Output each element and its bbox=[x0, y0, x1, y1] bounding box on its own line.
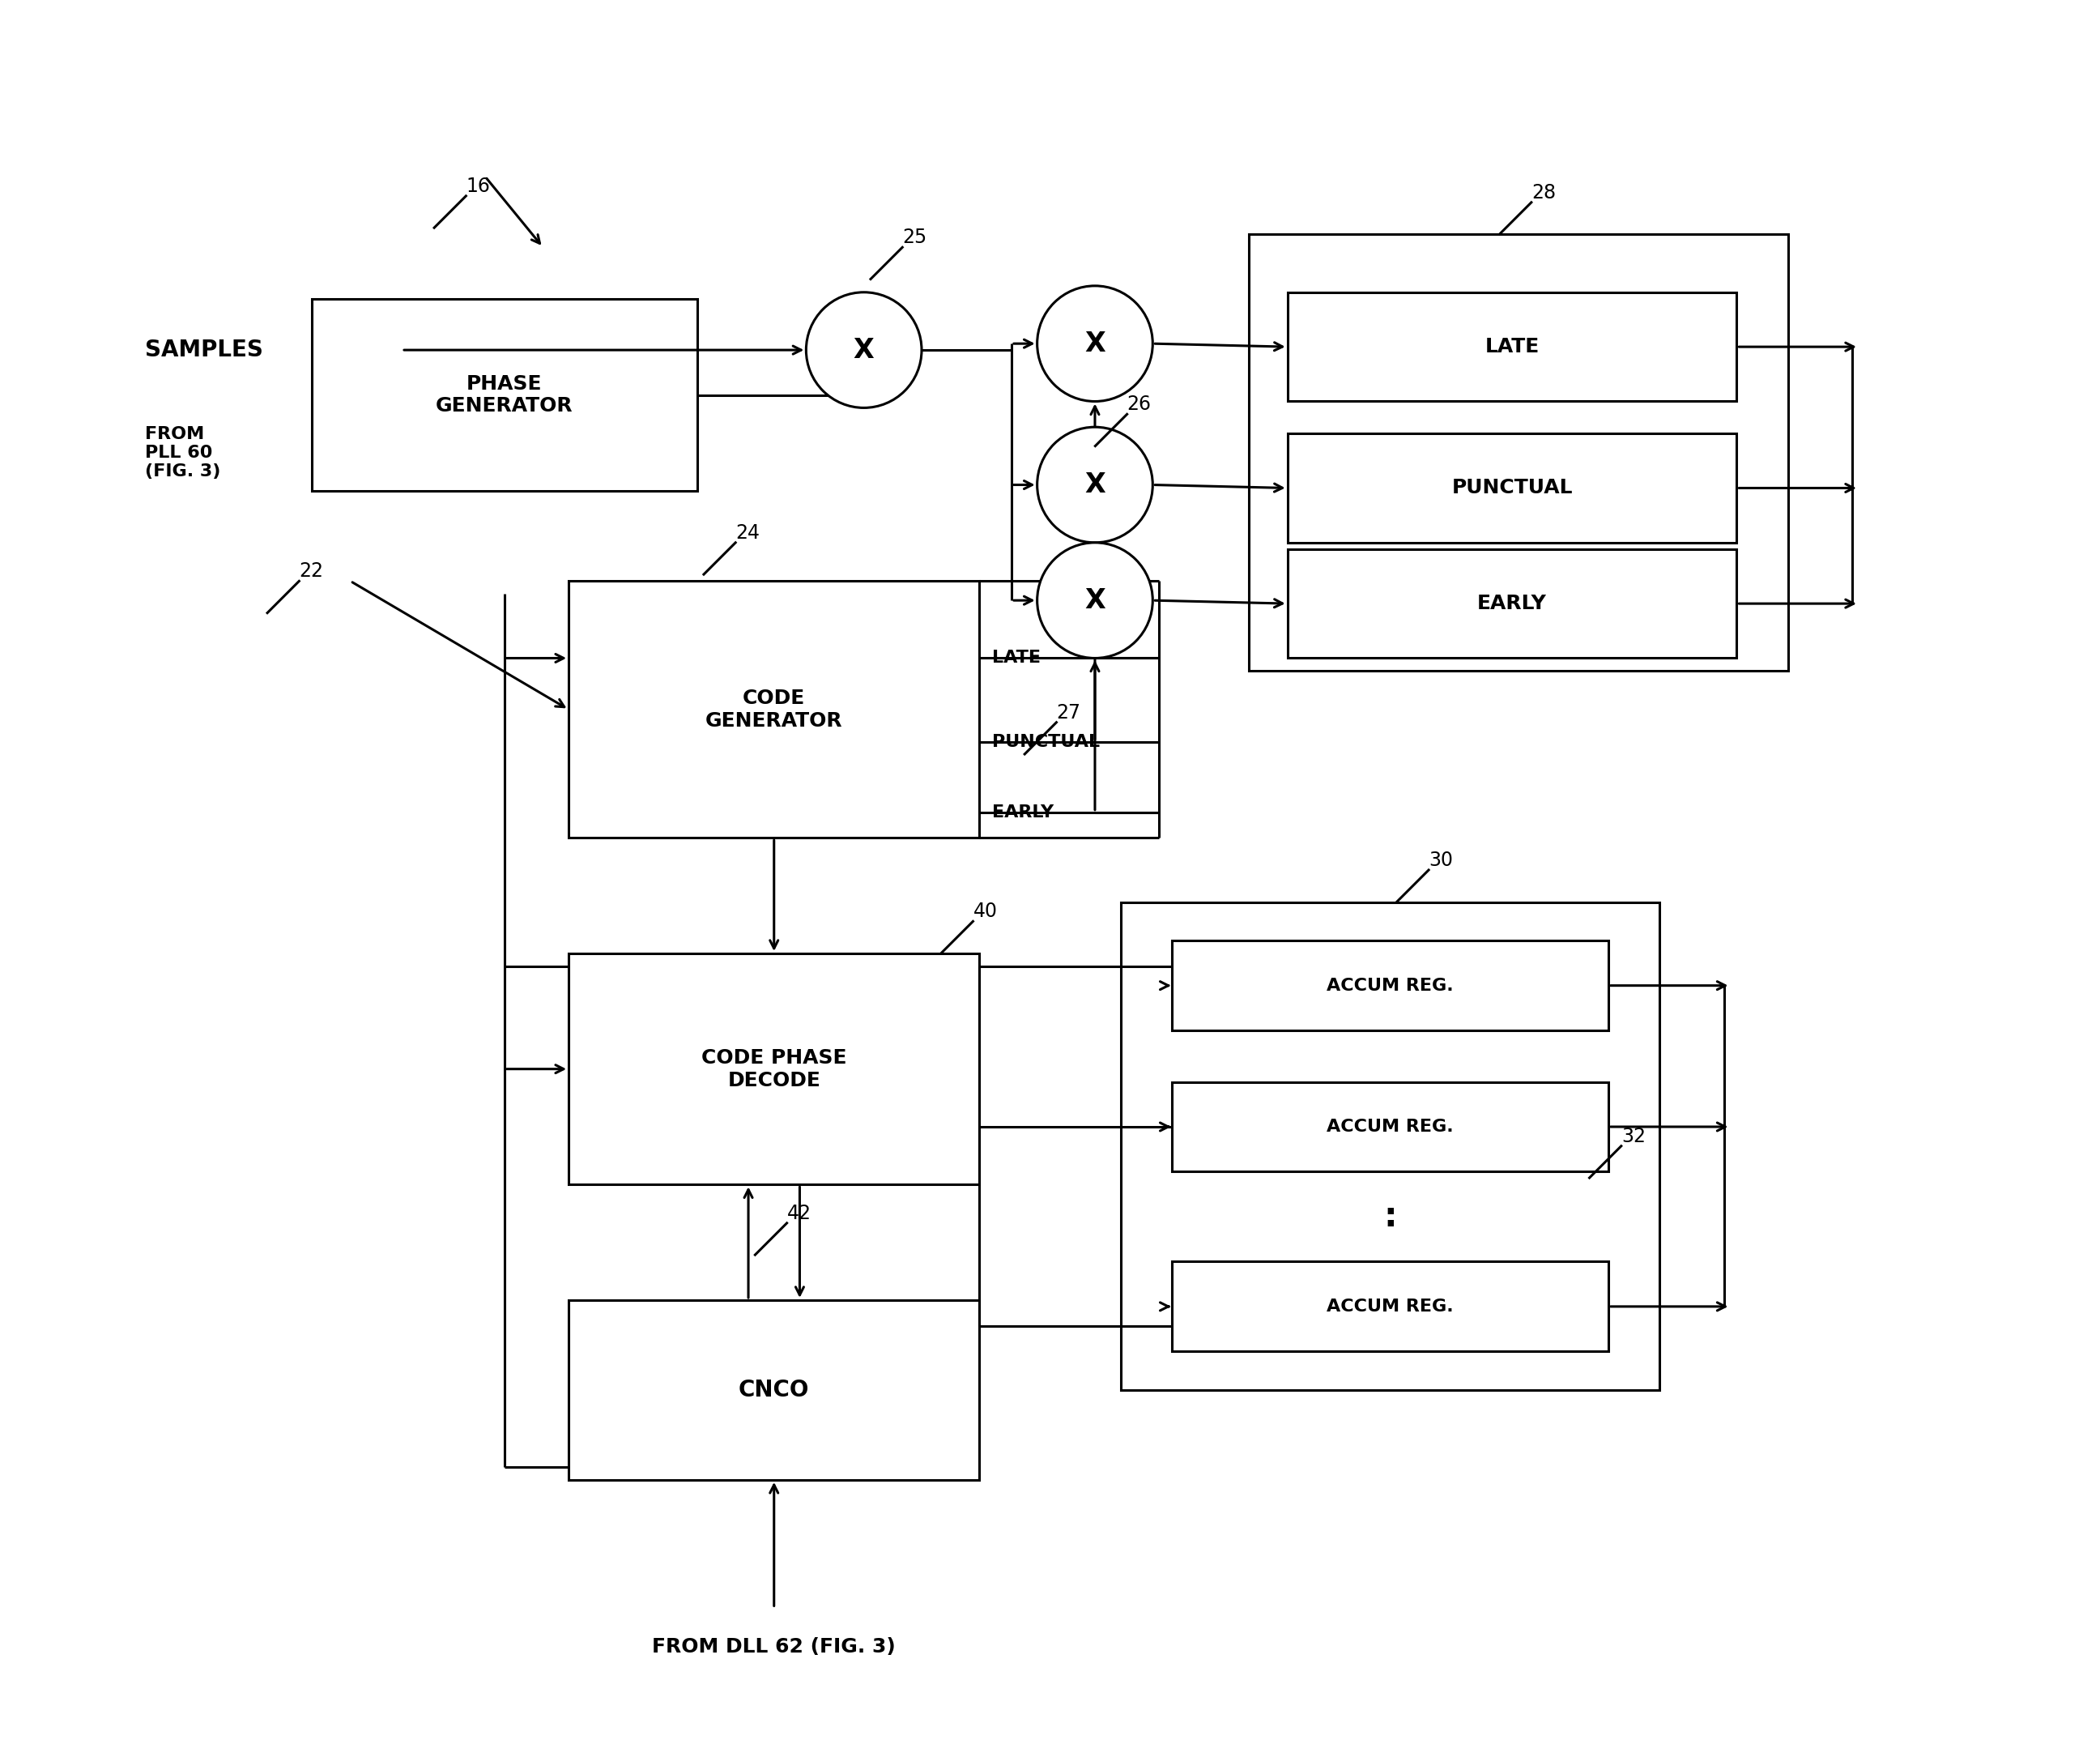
FancyBboxPatch shape bbox=[1121, 901, 1659, 1390]
Text: ACCUM REG.: ACCUM REG. bbox=[1327, 978, 1453, 994]
FancyBboxPatch shape bbox=[1287, 292, 1737, 402]
Text: 30: 30 bbox=[1428, 851, 1453, 870]
Text: PUNCTUAL: PUNCTUAL bbox=[1451, 478, 1573, 498]
Text: 22: 22 bbox=[298, 562, 323, 581]
Text: X: X bbox=[853, 336, 874, 364]
Text: FROM
PLL 60
(FIG. 3): FROM PLL 60 (FIG. 3) bbox=[145, 426, 220, 480]
FancyBboxPatch shape bbox=[1250, 235, 1787, 672]
Text: 32: 32 bbox=[1621, 1126, 1646, 1147]
Text: 27: 27 bbox=[1056, 703, 1082, 722]
Circle shape bbox=[1037, 285, 1153, 402]
FancyBboxPatch shape bbox=[569, 581, 979, 839]
Circle shape bbox=[1037, 426, 1153, 543]
FancyBboxPatch shape bbox=[1172, 1082, 1609, 1171]
Circle shape bbox=[806, 292, 922, 407]
Text: CODE
GENERATOR: CODE GENERATOR bbox=[706, 689, 842, 731]
Text: EARLY: EARLY bbox=[1476, 593, 1548, 612]
Text: 24: 24 bbox=[735, 524, 760, 543]
Text: ACCUM REG.: ACCUM REG. bbox=[1327, 1298, 1453, 1315]
FancyBboxPatch shape bbox=[1172, 1262, 1609, 1352]
Text: CNCO: CNCO bbox=[739, 1378, 808, 1401]
Text: 40: 40 bbox=[972, 901, 997, 922]
FancyBboxPatch shape bbox=[1172, 941, 1609, 1030]
FancyBboxPatch shape bbox=[569, 1300, 979, 1479]
Text: X: X bbox=[1084, 331, 1105, 357]
FancyBboxPatch shape bbox=[1287, 433, 1737, 543]
Text: 42: 42 bbox=[788, 1204, 811, 1223]
Text: 28: 28 bbox=[1531, 183, 1556, 202]
Text: :: : bbox=[1384, 1199, 1396, 1234]
Text: LATE: LATE bbox=[1485, 338, 1539, 357]
Text: SAMPLES: SAMPLES bbox=[145, 339, 262, 362]
Text: PUNCTUAL: PUNCTUAL bbox=[991, 734, 1100, 750]
Text: CODE PHASE
DECODE: CODE PHASE DECODE bbox=[701, 1047, 846, 1089]
Text: 25: 25 bbox=[903, 228, 926, 247]
Text: FROM DLL 62 (FIG. 3): FROM DLL 62 (FIG. 3) bbox=[653, 1637, 897, 1656]
FancyBboxPatch shape bbox=[1287, 550, 1737, 658]
FancyBboxPatch shape bbox=[313, 299, 697, 491]
Text: LATE: LATE bbox=[991, 651, 1042, 666]
Text: EARLY: EARLY bbox=[991, 804, 1054, 820]
Text: X: X bbox=[1084, 472, 1105, 498]
Text: PHASE
GENERATOR: PHASE GENERATOR bbox=[437, 374, 573, 416]
Circle shape bbox=[1037, 543, 1153, 658]
Text: 26: 26 bbox=[1128, 395, 1151, 414]
Text: X: X bbox=[1084, 586, 1105, 614]
Text: 16: 16 bbox=[466, 176, 489, 197]
FancyBboxPatch shape bbox=[569, 954, 979, 1185]
Text: ACCUM REG.: ACCUM REG. bbox=[1327, 1119, 1453, 1134]
